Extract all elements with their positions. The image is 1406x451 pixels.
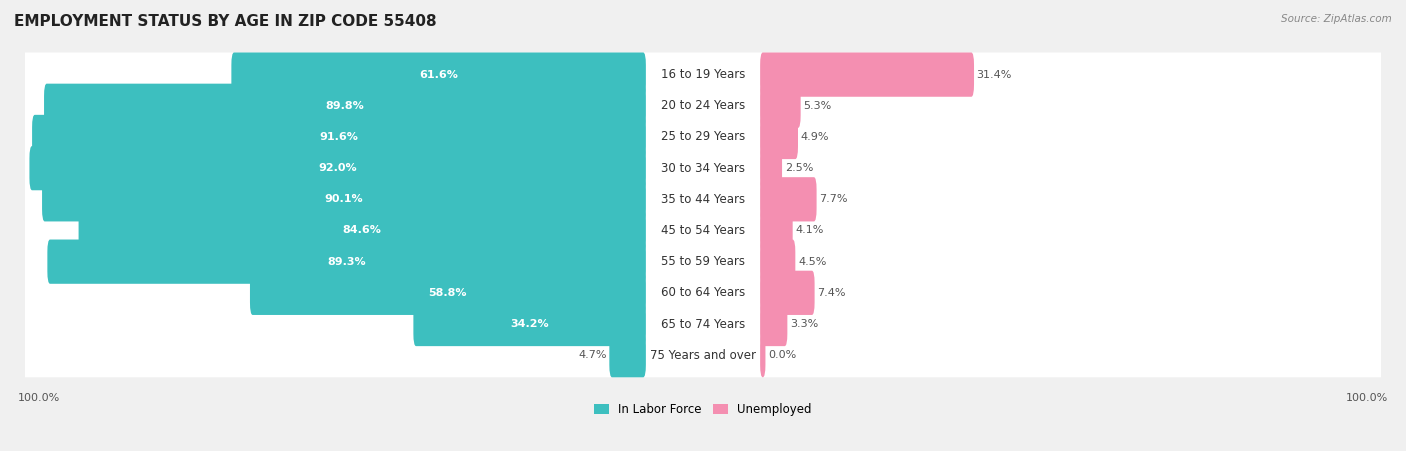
Text: 30 to 34 Years: 30 to 34 Years: [661, 161, 745, 175]
FancyBboxPatch shape: [32, 115, 645, 159]
Text: 16 to 19 Years: 16 to 19 Years: [661, 68, 745, 81]
FancyBboxPatch shape: [761, 177, 817, 221]
Text: 61.6%: 61.6%: [419, 69, 458, 80]
Text: 4.1%: 4.1%: [796, 226, 824, 235]
FancyBboxPatch shape: [44, 84, 645, 128]
Text: 4.5%: 4.5%: [799, 257, 827, 267]
FancyBboxPatch shape: [761, 84, 800, 128]
FancyBboxPatch shape: [761, 239, 796, 284]
FancyBboxPatch shape: [24, 146, 1382, 190]
Text: 89.8%: 89.8%: [326, 101, 364, 111]
FancyBboxPatch shape: [24, 302, 1382, 346]
FancyBboxPatch shape: [42, 177, 645, 221]
FancyBboxPatch shape: [761, 52, 974, 97]
Text: 0.0%: 0.0%: [768, 350, 796, 360]
Text: 7.7%: 7.7%: [820, 194, 848, 204]
Text: 20 to 24 Years: 20 to 24 Years: [661, 99, 745, 112]
Text: 35 to 44 Years: 35 to 44 Years: [661, 193, 745, 206]
FancyBboxPatch shape: [24, 239, 1382, 284]
Text: 89.3%: 89.3%: [328, 257, 366, 267]
Text: 25 to 29 Years: 25 to 29 Years: [661, 130, 745, 143]
FancyBboxPatch shape: [24, 84, 1382, 128]
Text: 90.1%: 90.1%: [325, 194, 363, 204]
FancyBboxPatch shape: [48, 239, 645, 284]
Text: Source: ZipAtlas.com: Source: ZipAtlas.com: [1281, 14, 1392, 23]
Text: 5.3%: 5.3%: [803, 101, 831, 111]
FancyBboxPatch shape: [250, 271, 645, 315]
Text: 91.6%: 91.6%: [319, 132, 359, 142]
Text: 7.4%: 7.4%: [817, 288, 846, 298]
Text: 55 to 59 Years: 55 to 59 Years: [661, 255, 745, 268]
FancyBboxPatch shape: [761, 146, 782, 190]
Text: 84.6%: 84.6%: [343, 226, 381, 235]
Text: 4.9%: 4.9%: [800, 132, 830, 142]
FancyBboxPatch shape: [413, 302, 645, 346]
Text: EMPLOYMENT STATUS BY AGE IN ZIP CODE 55408: EMPLOYMENT STATUS BY AGE IN ZIP CODE 554…: [14, 14, 437, 28]
Text: 31.4%: 31.4%: [977, 69, 1012, 80]
Text: 58.8%: 58.8%: [429, 288, 467, 298]
Text: 3.3%: 3.3%: [790, 319, 818, 329]
FancyBboxPatch shape: [232, 52, 645, 97]
FancyBboxPatch shape: [24, 208, 1382, 253]
FancyBboxPatch shape: [761, 333, 765, 377]
FancyBboxPatch shape: [761, 208, 793, 253]
Text: 60 to 64 Years: 60 to 64 Years: [661, 286, 745, 299]
Text: 92.0%: 92.0%: [318, 163, 357, 173]
Text: 4.7%: 4.7%: [578, 350, 606, 360]
FancyBboxPatch shape: [24, 333, 1382, 377]
Text: 34.2%: 34.2%: [510, 319, 548, 329]
FancyBboxPatch shape: [761, 271, 814, 315]
FancyBboxPatch shape: [609, 333, 645, 377]
Text: 75 Years and over: 75 Years and over: [650, 349, 756, 362]
Text: 45 to 54 Years: 45 to 54 Years: [661, 224, 745, 237]
FancyBboxPatch shape: [761, 302, 787, 346]
Text: 65 to 74 Years: 65 to 74 Years: [661, 318, 745, 331]
Text: 2.5%: 2.5%: [785, 163, 813, 173]
FancyBboxPatch shape: [30, 146, 645, 190]
FancyBboxPatch shape: [24, 271, 1382, 315]
Legend: In Labor Force, Unemployed: In Labor Force, Unemployed: [589, 399, 817, 421]
FancyBboxPatch shape: [24, 177, 1382, 221]
FancyBboxPatch shape: [24, 115, 1382, 159]
FancyBboxPatch shape: [24, 52, 1382, 97]
FancyBboxPatch shape: [761, 115, 799, 159]
FancyBboxPatch shape: [79, 208, 645, 253]
